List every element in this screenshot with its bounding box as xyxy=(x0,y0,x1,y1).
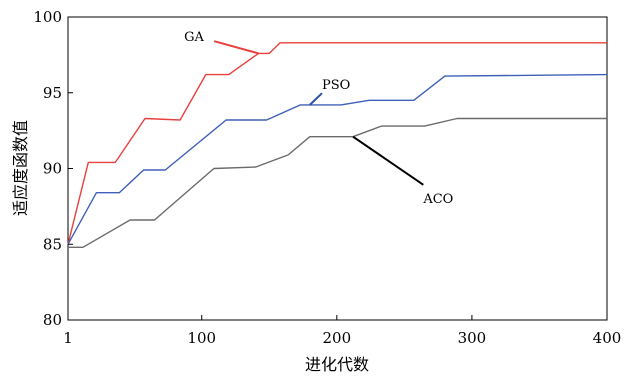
y-axis: 80 85 90 95 100 xyxy=(33,8,73,329)
y-axis-title: 适应度函数值 xyxy=(11,120,30,216)
annotation-leader-line xyxy=(309,92,323,106)
y-tick-label: 80 xyxy=(43,311,62,329)
annotation-leader-line xyxy=(213,40,259,55)
x-tick-label: 300 xyxy=(458,329,487,347)
annotation-layer: GA PSO ACO xyxy=(184,30,453,207)
x-tick-label: 100 xyxy=(187,329,216,347)
x-tick-label: 1 xyxy=(63,329,73,347)
x-axis: 1 100 200 300 400 xyxy=(63,315,621,347)
annotation-label-aco: ACO xyxy=(422,192,453,207)
annotation-leader-line xyxy=(352,135,424,186)
series-layer xyxy=(67,42,608,249)
annotation-label-ga: GA xyxy=(184,30,204,45)
y-tick-label: 95 xyxy=(43,84,62,102)
series-line-ga xyxy=(67,42,607,245)
plot-frame xyxy=(67,16,608,321)
y-tick-label: 100 xyxy=(33,8,62,26)
x-axis-title: 进化代数 xyxy=(305,355,369,374)
x-tick-label: 200 xyxy=(323,329,352,347)
x-tick-label: 400 xyxy=(593,329,622,347)
series-line-pso xyxy=(67,73,608,245)
y-tick-label: 85 xyxy=(43,235,62,253)
y-tick-label: 90 xyxy=(43,160,62,178)
annotation-label-pso: PSO xyxy=(322,78,350,93)
series-line-aco xyxy=(68,117,607,249)
